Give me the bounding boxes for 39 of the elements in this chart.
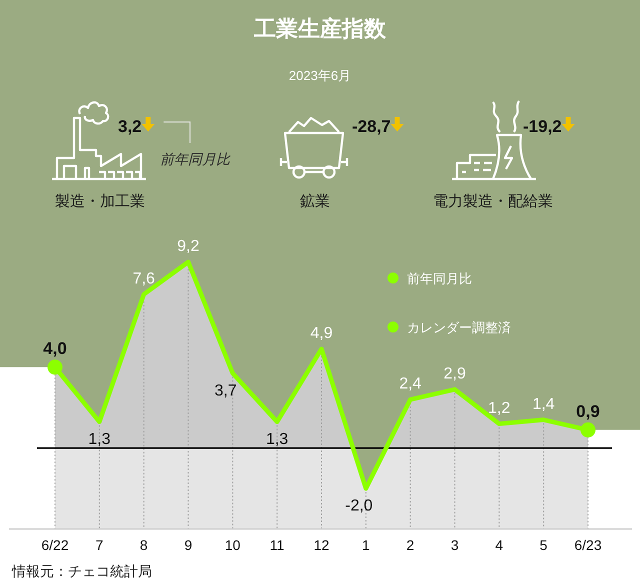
data-label: 0,9 bbox=[576, 402, 600, 421]
data-label: 2,9 bbox=[444, 365, 466, 382]
x-tick-label: 6/22 bbox=[41, 537, 69, 553]
text: -19,2 bbox=[523, 117, 562, 136]
text: 2023年6月 bbox=[288, 68, 352, 83]
legend-label: 前年同月比 bbox=[407, 271, 472, 286]
data-label: 3,7 bbox=[214, 382, 237, 400]
x-tick-label: 7 bbox=[96, 537, 104, 553]
x-tick-label: 6/23 bbox=[574, 537, 602, 553]
text: 前年同月比 bbox=[160, 151, 231, 167]
text: -28,7 bbox=[352, 117, 391, 136]
data-label: 2,4 bbox=[399, 376, 422, 393]
data-label: 4,0 bbox=[43, 339, 67, 358]
text: 工業生産指数 bbox=[253, 16, 387, 41]
data-label: 1,4 bbox=[532, 396, 555, 413]
data-label: 1,2 bbox=[488, 400, 510, 417]
x-tick-label: 11 bbox=[270, 537, 285, 553]
data-label: 7,6 bbox=[132, 270, 156, 288]
x-tick-label: 2 bbox=[406, 537, 414, 553]
data-label: 4,9 bbox=[310, 324, 333, 342]
category-label: 鉱業 bbox=[300, 193, 330, 210]
category-label: 電力製造・配給業 bbox=[433, 193, 553, 210]
x-tick-label: 9 bbox=[184, 537, 192, 553]
data-label: 9,2 bbox=[177, 238, 200, 255]
x-tick-label: 8 bbox=[140, 537, 148, 553]
text: 情報元：チェコ統計局 bbox=[11, 563, 152, 579]
data-label: 1,3 bbox=[88, 430, 111, 448]
legend: 前年同月比 bbox=[388, 271, 472, 286]
x-tick-label: 5 bbox=[540, 537, 548, 553]
data-label: 1,3 bbox=[266, 430, 288, 448]
x-tick-label: 4 bbox=[495, 537, 504, 553]
x-tick-label: 1 bbox=[362, 537, 370, 553]
x-tick-label: 3 bbox=[450, 537, 459, 553]
x-tick-label: 10 bbox=[224, 537, 241, 553]
text: 3,2 bbox=[118, 117, 142, 136]
annotation: カレンダー調整済 bbox=[407, 320, 511, 335]
x-tick-label: 12 bbox=[314, 537, 330, 553]
category-label: 製造・加工業 bbox=[55, 193, 145, 210]
data-label: -2,0 bbox=[345, 498, 373, 515]
